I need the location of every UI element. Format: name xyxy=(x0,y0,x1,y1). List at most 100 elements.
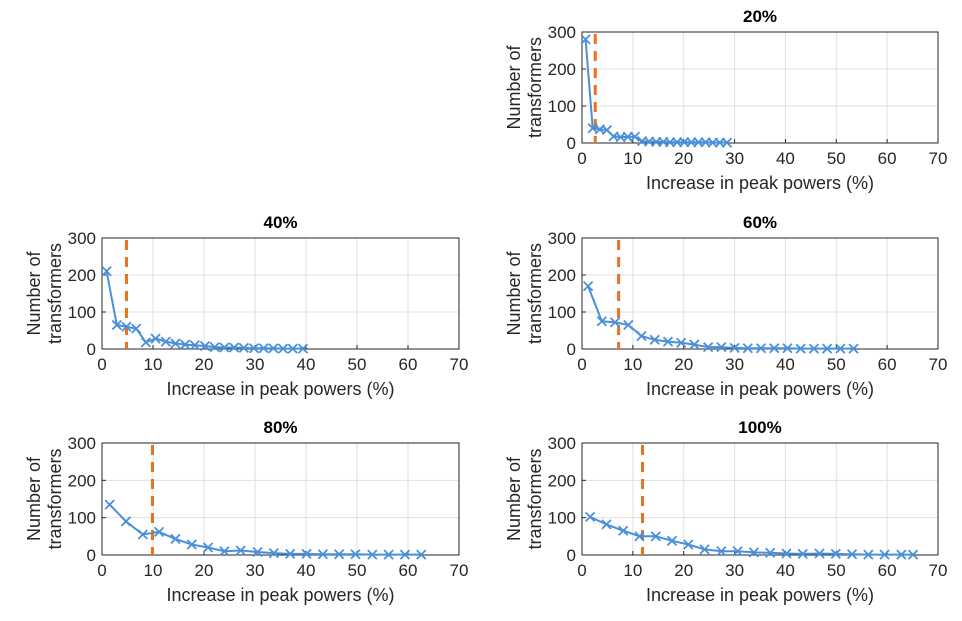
data-point xyxy=(228,342,240,353)
x-tick-label: 40 xyxy=(776,561,795,580)
y-tick-label: 300 xyxy=(68,434,96,453)
data-point xyxy=(769,343,780,354)
data-point xyxy=(649,334,660,345)
data-point xyxy=(101,266,112,277)
x-axis-label: Increase in peak powers (%) xyxy=(166,585,394,605)
data-point xyxy=(268,547,280,559)
data-point xyxy=(258,343,269,354)
chart-title: 40% xyxy=(263,213,297,232)
data-point xyxy=(416,549,427,560)
x-tick-label: 10 xyxy=(623,561,642,580)
x-tick-label: 50 xyxy=(348,355,367,374)
y-tick-label: 0 xyxy=(567,340,576,359)
x-tick-label: 70 xyxy=(929,149,948,168)
data-point xyxy=(601,519,612,530)
x-tick-label: 30 xyxy=(725,355,744,374)
x-tick-label: 20 xyxy=(674,355,693,374)
data-point xyxy=(848,343,859,354)
data-point xyxy=(140,337,151,348)
data-point xyxy=(383,549,394,560)
x-axis-label: Increase in peak powers (%) xyxy=(646,379,874,399)
data-point xyxy=(219,546,230,557)
y-tick-label: 300 xyxy=(548,229,576,248)
y-axis-label: Number of transformers xyxy=(504,37,545,138)
x-tick-label: 60 xyxy=(878,355,897,374)
data-point xyxy=(729,342,740,354)
data-point xyxy=(835,343,846,354)
data-point xyxy=(277,343,289,354)
axes-box xyxy=(581,31,939,144)
data-point xyxy=(170,338,181,349)
plot-area xyxy=(582,238,938,349)
data-point xyxy=(716,546,727,557)
y-axis-label-line: transformers xyxy=(45,243,65,344)
plot-area xyxy=(582,32,938,143)
data-point xyxy=(765,547,776,558)
y-axis-label-line: transformers xyxy=(45,448,65,549)
data-point xyxy=(238,342,249,354)
y-axis-label-line: Number of xyxy=(24,456,44,541)
plot-area xyxy=(102,443,459,555)
data-point xyxy=(186,539,197,550)
x-tick-label: 50 xyxy=(827,355,846,374)
data-point xyxy=(808,343,820,354)
x-tick-label: 0 xyxy=(577,149,586,168)
data-point xyxy=(795,343,806,354)
plot-area xyxy=(582,443,938,555)
data-point xyxy=(636,330,647,342)
y-tick-label: 0 xyxy=(567,546,576,565)
data-point xyxy=(732,546,743,557)
x-tick-label: 70 xyxy=(450,355,469,374)
data-point xyxy=(248,343,260,354)
x-tick-label: 40 xyxy=(297,561,316,580)
x-tick-label: 10 xyxy=(144,561,163,580)
chart-title: 80% xyxy=(263,418,297,437)
data-point xyxy=(716,342,727,353)
data-point xyxy=(189,340,200,351)
data-point xyxy=(367,549,378,560)
x-tick-label: 0 xyxy=(97,355,106,374)
data-point xyxy=(179,339,191,350)
x-tick-label: 70 xyxy=(450,561,469,580)
data-point xyxy=(623,319,634,331)
data-point xyxy=(830,548,841,560)
data-point xyxy=(629,131,641,142)
data-point xyxy=(609,317,621,328)
y-axis-label: Number of transformers xyxy=(504,243,545,344)
y-axis-label: Number of transformers xyxy=(504,448,545,549)
y-axis-label-line: transformers xyxy=(525,243,545,344)
x-tick-label: 30 xyxy=(725,561,744,580)
data-point xyxy=(781,548,792,559)
data-point xyxy=(350,549,361,560)
chart-panel-2: 0 10 20 30 40 50 60 70 0 100 200 300 40% Increase in … xyxy=(24,213,468,399)
data-point xyxy=(846,549,858,560)
data-point xyxy=(721,137,733,148)
y-tick-label: 200 xyxy=(548,266,576,285)
data-point xyxy=(907,549,919,560)
data-point xyxy=(662,336,674,347)
y-axis-label: Number of transformers xyxy=(24,243,65,344)
y-tick-label: 300 xyxy=(548,23,576,42)
y-tick-label: 100 xyxy=(548,97,576,116)
data-point xyxy=(748,547,760,558)
plot-area xyxy=(102,238,459,349)
x-tick-label: 20 xyxy=(674,561,693,580)
y-tick-label: 200 xyxy=(548,471,576,490)
data-point xyxy=(582,280,594,292)
data-point xyxy=(596,316,607,327)
x-tick-label: 50 xyxy=(827,149,846,168)
x-axis-label: Increase in peak powers (%) xyxy=(166,379,394,399)
x-tick-label: 30 xyxy=(725,149,744,168)
y-tick-label: 200 xyxy=(68,471,96,490)
chart-title: 100% xyxy=(738,418,781,437)
x-axis-label: Increase in peak powers (%) xyxy=(646,585,874,605)
x-tick-label: 0 xyxy=(577,355,586,374)
x-axis-label: Increase in peak powers (%) xyxy=(646,173,874,193)
data-point xyxy=(202,542,214,553)
y-tick-label: 100 xyxy=(548,509,576,528)
data-point xyxy=(209,342,220,353)
y-axis-label-line: transformers xyxy=(525,37,545,138)
x-tick-label: 60 xyxy=(878,561,897,580)
data-point xyxy=(317,549,328,560)
